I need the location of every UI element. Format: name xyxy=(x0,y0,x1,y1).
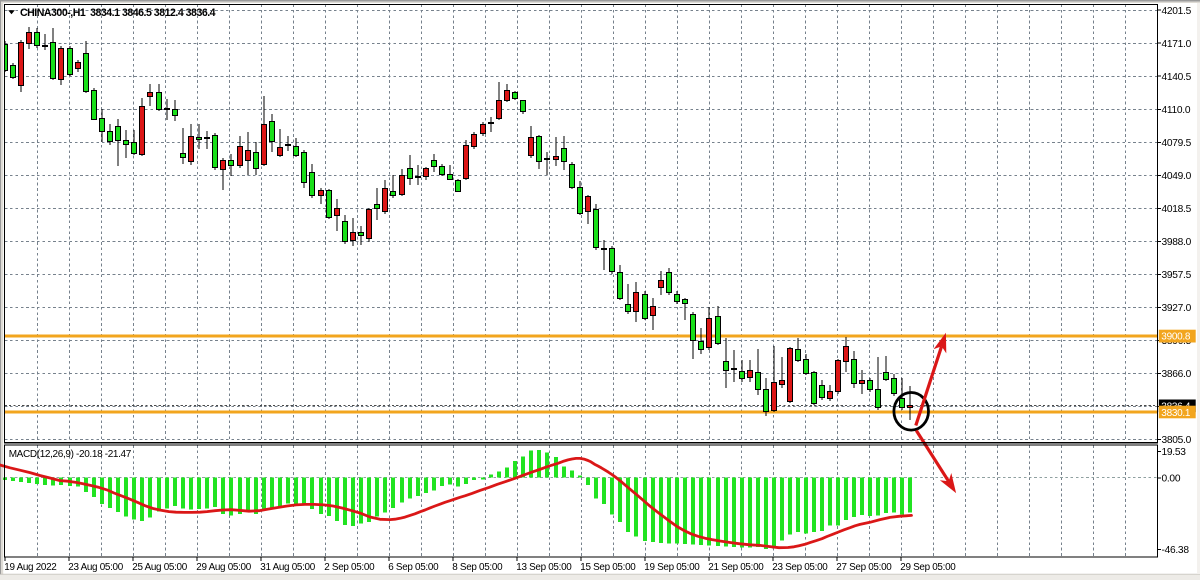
svg-text:23 Sep 05:00: 23 Sep 05:00 xyxy=(772,562,828,573)
svg-text:29 Sep 05:00: 29 Sep 05:00 xyxy=(900,562,956,573)
svg-text:3988.0: 3988.0 xyxy=(1162,237,1192,248)
svg-text:19.53: 19.53 xyxy=(1162,447,1187,458)
svg-text:-46.38: -46.38 xyxy=(1162,545,1190,556)
svg-text:3805.0: 3805.0 xyxy=(1162,435,1192,446)
svg-text:4079.5: 4079.5 xyxy=(1162,138,1192,149)
svg-text:15 Sep 05:00: 15 Sep 05:00 xyxy=(580,562,636,573)
svg-text:2 Sep 05:00: 2 Sep 05:00 xyxy=(324,562,375,573)
svg-text:23 Aug 05:00: 23 Aug 05:00 xyxy=(68,562,123,573)
svg-text:CHINA300-,H1 3834.1 3846.5 38: CHINA300-,H1 3834.1 3846.5 3812.4 3836.4 xyxy=(20,7,216,19)
svg-text:3830.1: 3830.1 xyxy=(1161,408,1191,419)
svg-text:31 Aug 05:00: 31 Aug 05:00 xyxy=(260,562,315,573)
svg-text:3900.8: 3900.8 xyxy=(1161,332,1191,343)
svg-text:4140.5: 4140.5 xyxy=(1162,72,1192,83)
svg-text:8 Sep 05:00: 8 Sep 05:00 xyxy=(452,562,503,573)
svg-text:29 Aug 05:00: 29 Aug 05:00 xyxy=(196,562,251,573)
svg-text:MACD(12,26,9) -20.18 -21.47: MACD(12,26,9) -20.18 -21.47 xyxy=(9,449,132,460)
svg-text:4201.5: 4201.5 xyxy=(1162,6,1192,17)
svg-text:3866.0: 3866.0 xyxy=(1162,369,1192,380)
svg-text:3927.0: 3927.0 xyxy=(1162,303,1192,314)
svg-text:4171.0: 4171.0 xyxy=(1162,39,1192,50)
svg-text:6 Sep 05:00: 6 Sep 05:00 xyxy=(388,562,439,573)
svg-text:0.00: 0.00 xyxy=(1162,474,1181,485)
svg-text:3957.5: 3957.5 xyxy=(1162,270,1192,281)
svg-text:13 Sep 05:00: 13 Sep 05:00 xyxy=(516,562,572,573)
svg-text:27 Sep 05:00: 27 Sep 05:00 xyxy=(836,562,892,573)
svg-text:4049.0: 4049.0 xyxy=(1162,171,1192,182)
svg-text:19 Sep 05:00: 19 Sep 05:00 xyxy=(644,562,700,573)
svg-text:4018.5: 4018.5 xyxy=(1162,204,1192,215)
svg-text:21 Sep 05:00: 21 Sep 05:00 xyxy=(708,562,764,573)
svg-text:19 Aug 2022: 19 Aug 2022 xyxy=(4,562,56,573)
svg-text:25 Aug 05:00: 25 Aug 05:00 xyxy=(132,562,187,573)
svg-text:4110.0: 4110.0 xyxy=(1162,105,1191,116)
